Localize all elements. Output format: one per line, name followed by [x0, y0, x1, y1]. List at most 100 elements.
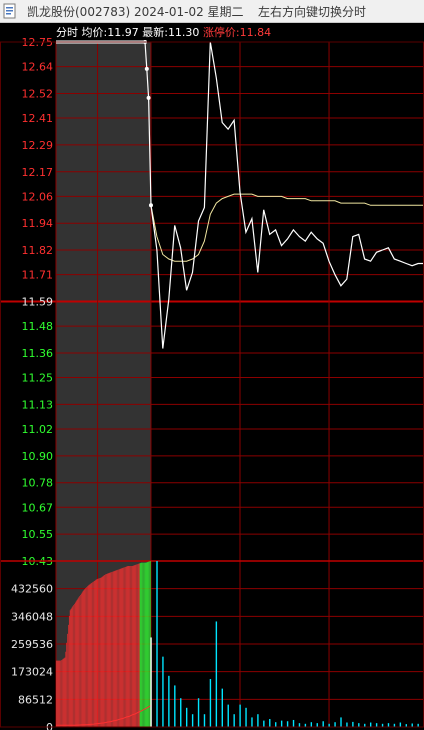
premarket-volume-bar — [57, 660, 59, 727]
premarket-volume-bar — [94, 580, 96, 727]
volume-bar — [209, 679, 212, 727]
volume-bar — [399, 722, 402, 727]
premarket-volume-bar — [60, 660, 61, 727]
price-tick-label: 11.71 — [22, 269, 54, 282]
volume-bar — [369, 722, 372, 727]
premarket-volume-bar — [90, 583, 92, 727]
volume-bar — [328, 723, 330, 727]
volume-bar — [298, 723, 301, 727]
premarket-volume-bar — [93, 581, 94, 727]
volume-bar — [340, 717, 342, 727]
premarket-volume-bar — [81, 592, 83, 727]
premarket-volume-bar — [100, 577, 101, 727]
premarket-volume-bar — [114, 570, 116, 727]
volume-bar — [417, 723, 419, 727]
premarket-volume-bar — [110, 572, 111, 727]
volume-bar — [358, 723, 360, 727]
premarket-volume-bar — [98, 578, 99, 727]
premarket-volume-bar — [132, 565, 134, 727]
premarket-volume-bar — [99, 578, 100, 727]
price-tick-label: 11.82 — [22, 244, 54, 257]
price-tick-label: 12.29 — [22, 139, 54, 152]
volume-bar — [162, 656, 164, 727]
volume-bar — [203, 714, 206, 727]
limit-up-label: 涨停价: — [202, 26, 240, 39]
volume-bar — [411, 723, 413, 727]
premarket-volume-bar — [92, 582, 93, 727]
premarket-volume-bar — [86, 587, 87, 727]
prev-close-tick-label: 11.59 — [22, 296, 54, 309]
volume-bar — [322, 721, 324, 727]
premarket-volume-bar — [62, 659, 63, 727]
auction-price-point — [144, 66, 149, 71]
premarket-volume-bar — [133, 565, 135, 727]
premarket-volume-bar — [69, 610, 71, 727]
price-tick-label: 12.06 — [22, 190, 54, 203]
premarket-volume-bar — [107, 573, 109, 727]
premarket-volume-bar — [118, 569, 119, 727]
premarket-volume-bar — [145, 562, 147, 727]
volume-bar — [310, 722, 313, 727]
premarket-volume-bar — [62, 658, 64, 727]
volume-tick-label: 432560 — [11, 583, 53, 596]
premarket-volume-bar — [76, 600, 78, 727]
premarket-volume-bar — [80, 594, 81, 727]
document-icon — [3, 3, 16, 19]
premarket-volume-bar — [115, 570, 117, 727]
volume-bar — [381, 723, 384, 727]
premarket-volume-bar — [105, 574, 106, 727]
volume-bar — [233, 714, 235, 727]
premarket-volume-bar — [61, 660, 62, 727]
intraday-chart[interactable]: 12.7512.6412.5212.4112.2912.1712.0611.94… — [0, 22, 424, 730]
premarket-volume-bar — [72, 606, 74, 727]
premarket-volume-bar — [67, 633, 68, 727]
mode-label: 分时 — [56, 26, 78, 39]
premarket-volume-bar — [149, 561, 150, 727]
volume-bar — [334, 722, 336, 727]
premarket-volume-bar — [129, 565, 130, 727]
premarket-volume-bar — [88, 584, 90, 727]
premarket-volume-bar — [64, 657, 66, 727]
premarket-volume-bar — [89, 584, 91, 727]
premarket-volume-curve — [56, 704, 152, 726]
volume-bar — [263, 720, 265, 727]
premarket-volume-bar — [147, 561, 149, 727]
premarket-volume-bar — [143, 562, 144, 727]
premarket-volume-bar — [121, 568, 123, 727]
premarket-volume-bar — [70, 608, 72, 727]
limit-up-value: 11.84 — [239, 26, 272, 39]
premarket-volume-bar — [106, 573, 107, 727]
premarket-volume-bar — [139, 563, 141, 727]
volume-bar — [197, 698, 200, 727]
volume-bar — [269, 719, 271, 727]
volume-bar — [191, 714, 194, 727]
volume-tick-label: 173024 — [11, 666, 53, 679]
last-price-value: 11.30 — [167, 26, 200, 39]
premarket-volume-bar — [65, 651, 67, 727]
premarket-volume-bar — [130, 565, 131, 727]
premarket-volume-bar — [71, 607, 73, 727]
premarket-volume-bar — [124, 567, 125, 727]
premarket-volume-bar — [119, 568, 121, 727]
premarket-volume-bar — [101, 576, 103, 727]
volume-bar — [221, 688, 223, 727]
price-tick-label: 10.67 — [22, 501, 54, 514]
premarket-volume-bar — [109, 572, 111, 727]
premarket-volume-bar — [73, 605, 74, 727]
premarket-volume-bar — [103, 575, 105, 727]
last-price-label: 最新: — [142, 26, 168, 39]
volume-bar — [227, 704, 229, 727]
premarket-volume-bar — [97, 578, 99, 727]
premarket-volume-bar — [127, 565, 129, 727]
premarket-volume-bar — [85, 588, 86, 727]
volume-bar — [292, 719, 295, 727]
volume-bar — [280, 720, 283, 727]
premarket-volume-bar — [59, 660, 61, 727]
volume-bar — [375, 723, 378, 727]
volume-bar — [286, 721, 289, 727]
premarket-volume-bar — [78, 597, 80, 727]
volume-bar — [275, 722, 277, 727]
premarket-volume-bar — [116, 570, 118, 727]
volume-bar — [251, 717, 253, 727]
premarket-volume-bar — [63, 658, 65, 727]
